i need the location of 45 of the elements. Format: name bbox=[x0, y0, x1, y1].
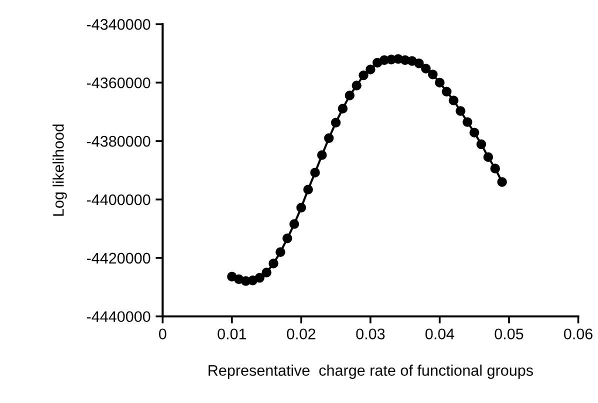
x-tick-label: 0.03 bbox=[356, 328, 385, 340]
point bbox=[483, 152, 494, 162]
point bbox=[289, 219, 300, 229]
point bbox=[428, 70, 438, 80]
point bbox=[254, 272, 264, 283]
point bbox=[352, 80, 362, 90]
y-tick-label: -4360000 bbox=[86, 77, 150, 88]
point bbox=[448, 96, 458, 106]
y-tick-label: -4440000 bbox=[86, 311, 150, 322]
point bbox=[366, 64, 376, 74]
point bbox=[358, 70, 368, 80]
point bbox=[456, 106, 466, 116]
point bbox=[330, 118, 341, 128]
point bbox=[497, 177, 507, 187]
point bbox=[310, 168, 320, 178]
x-axis-title: Representative charge rate of functional groups bbox=[208, 364, 533, 379]
point bbox=[296, 202, 306, 213]
x-tick-label: 0.06 bbox=[564, 328, 592, 340]
y-axis-title: Log likelihood bbox=[52, 124, 67, 216]
y-tick-label: -4400000 bbox=[86, 194, 150, 206]
y-tick-label: -4420000 bbox=[86, 252, 150, 264]
x-tick-label: 0.04 bbox=[425, 328, 454, 340]
x-tick-label: 0.02 bbox=[286, 328, 316, 340]
point bbox=[262, 268, 272, 278]
point bbox=[414, 58, 424, 68]
point bbox=[470, 128, 480, 138]
point bbox=[434, 78, 445, 88]
y-tick-label: -4340000 bbox=[86, 19, 150, 30]
point bbox=[282, 233, 292, 244]
point bbox=[442, 86, 452, 97]
point bbox=[490, 164, 500, 174]
point bbox=[344, 90, 355, 100]
point bbox=[462, 117, 472, 127]
point bbox=[317, 150, 327, 160]
point bbox=[476, 139, 486, 150]
point bbox=[338, 104, 348, 114]
x-tick-label: 0.05 bbox=[494, 328, 524, 340]
point bbox=[324, 133, 334, 143]
point bbox=[268, 258, 278, 268]
point bbox=[276, 247, 286, 257]
y-tick-label: -4380000 bbox=[86, 136, 150, 147]
x-tick-label: 0.01 bbox=[218, 328, 246, 340]
point bbox=[421, 64, 431, 74]
point bbox=[303, 184, 313, 194]
x-tick-label: 0 bbox=[159, 328, 166, 340]
